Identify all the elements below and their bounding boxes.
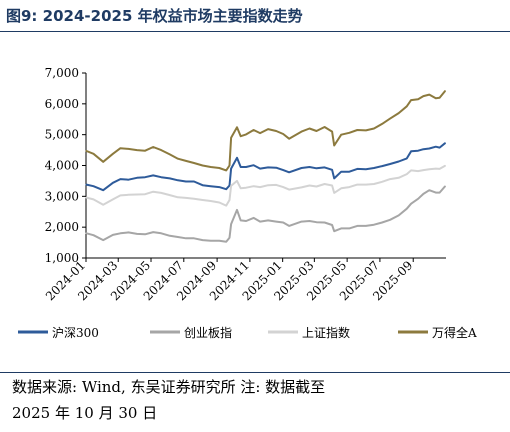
series-line-2: [85, 185, 446, 243]
y-tick-label: 3,000: [45, 189, 79, 203]
title-divider: [0, 31, 510, 32]
y-tick-label: 4,000: [45, 159, 79, 173]
legend-label-4: 万得全A: [432, 325, 477, 340]
line-chart: 1,0002,0003,0004,0005,0006,0007,0002024-…: [18, 66, 477, 340]
series-line-1: [85, 142, 446, 192]
y-tick-label: 1,000: [45, 251, 79, 265]
figure-title: 图9: 2024-2025 年权益市场主要指数走势: [6, 7, 303, 25]
y-tick-label: 2,000: [45, 220, 79, 234]
footer-divider: [0, 372, 510, 373]
y-tick-label: 5,000: [45, 128, 79, 142]
legend-label-3: 上证指数: [302, 325, 350, 340]
y-tick-label: 7,000: [45, 66, 79, 80]
series-line-3: [85, 164, 446, 207]
y-tick-label: 6,000: [45, 97, 79, 111]
source-line-1: 数据来源: Wind, 东吴证券研究所 注: 数据截至: [12, 378, 326, 396]
legend-label-2: 创业板指: [184, 325, 232, 340]
source-line-2: 2025 年 10 月 30 日: [12, 404, 158, 422]
series-line-4: [85, 90, 446, 172]
source-note: 数据来源: Wind, 东吴证券研究所 注: 数据截至 2025 年 10 月 …: [12, 374, 502, 426]
legend-label-1: 沪深300: [52, 326, 99, 340]
